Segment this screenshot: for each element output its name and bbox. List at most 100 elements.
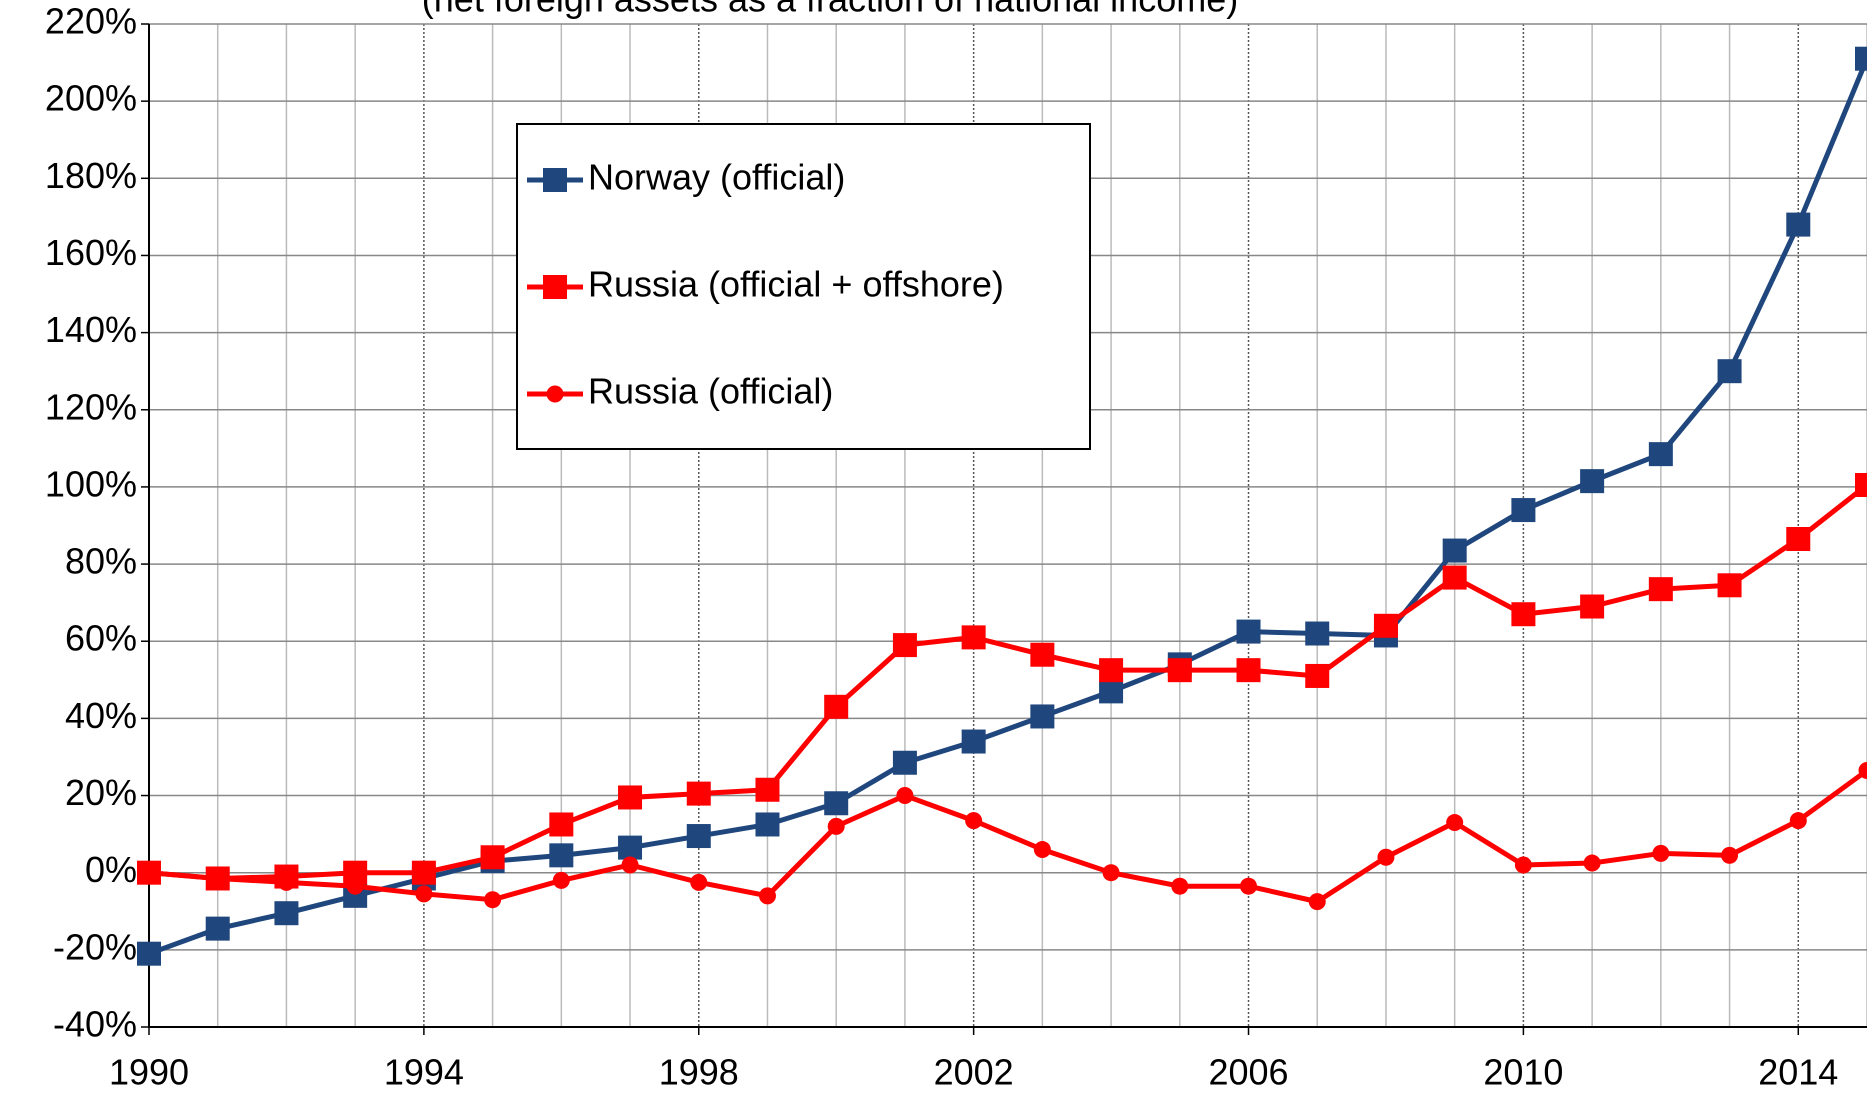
marker: [480, 845, 505, 870]
x-tick-label: 1994: [384, 1052, 464, 1093]
y-tick-label: 20%: [65, 772, 137, 813]
x-tick-label: 2014: [1758, 1052, 1838, 1093]
marker: [277, 873, 295, 891]
marker: [205, 916, 230, 941]
x-tick-label: 2006: [1208, 1052, 1288, 1093]
marker: [690, 873, 708, 891]
marker: [1652, 844, 1670, 862]
series-line: [148, 483, 1867, 881]
marker: [543, 168, 567, 192]
y-tick-label: 40%: [65, 695, 137, 736]
legend-label: Russia (official + offshore): [588, 264, 1004, 305]
marker: [415, 885, 433, 903]
marker: [411, 860, 436, 885]
marker: [1167, 658, 1192, 683]
marker: [961, 729, 986, 754]
marker: [824, 791, 849, 816]
marker: [1236, 658, 1261, 683]
x-tick-label: 2010: [1483, 1052, 1563, 1093]
marker: [1855, 46, 1867, 71]
marker: [1099, 679, 1124, 704]
y-tick-label: -20%: [53, 926, 137, 967]
marker: [1308, 893, 1326, 911]
marker: [892, 750, 917, 775]
x-tick-label: 2002: [934, 1052, 1014, 1093]
marker: [1446, 814, 1464, 832]
marker: [1583, 854, 1601, 872]
marker: [892, 633, 917, 658]
marker: [140, 864, 158, 882]
marker: [1171, 877, 1189, 895]
legend-label: Norway (official): [588, 157, 845, 198]
marker: [1442, 565, 1467, 590]
marker: [618, 835, 643, 860]
marker: [1102, 864, 1120, 882]
marker: [1858, 761, 1867, 779]
marker: [1648, 577, 1673, 602]
y-tick-label: 120%: [45, 386, 137, 427]
marker: [1030, 704, 1055, 729]
marker: [552, 871, 570, 889]
marker: [137, 941, 161, 966]
marker: [1721, 846, 1739, 864]
x-tick-label: 1998: [659, 1052, 739, 1093]
marker: [896, 787, 914, 805]
marker: [1648, 442, 1673, 467]
marker: [546, 385, 564, 403]
marker: [755, 777, 780, 802]
y-tick-label: 60%: [65, 618, 137, 659]
marker: [1514, 856, 1532, 874]
y-tick-label: 180%: [45, 155, 137, 196]
marker: [543, 275, 567, 299]
y-tick-label: -40%: [53, 1004, 137, 1045]
marker: [965, 812, 983, 830]
marker: [755, 812, 780, 837]
marker: [961, 625, 986, 650]
marker: [1305, 621, 1330, 646]
marker: [1789, 812, 1807, 830]
marker: [1099, 658, 1124, 683]
plot: [137, 46, 1867, 966]
marker: [1033, 841, 1051, 859]
y-tick-label: 100%: [45, 463, 137, 504]
marker: [1373, 613, 1398, 638]
marker: [621, 856, 639, 874]
marker: [1305, 663, 1330, 688]
marker: [1240, 877, 1258, 895]
marker: [484, 891, 502, 909]
marker: [618, 785, 643, 810]
marker: [209, 869, 227, 887]
y-tick-label: 160%: [45, 232, 137, 273]
series-line: [148, 768, 1867, 905]
marker: [1442, 538, 1467, 563]
marker: [1511, 498, 1536, 523]
legend-label: Russia (official): [588, 371, 833, 412]
legend-box: [516, 123, 1091, 450]
chart-subtitle: (net foreign assets as a fraction of nat…: [422, 0, 1238, 20]
marker: [1580, 469, 1605, 494]
marker: [1786, 527, 1811, 552]
marker: [827, 817, 845, 835]
marker: [686, 824, 711, 849]
marker: [549, 812, 574, 837]
marker: [1030, 642, 1055, 667]
marker: [549, 843, 574, 868]
marker: [1786, 212, 1811, 237]
marker: [1377, 848, 1395, 866]
marker: [1236, 619, 1261, 644]
marker: [274, 901, 299, 926]
y-tick-label: 200%: [45, 78, 137, 119]
marker: [1580, 594, 1605, 619]
marker: [1511, 602, 1536, 627]
y-tick-label: 80%: [65, 541, 137, 582]
y-tick-label: 220%: [45, 1, 137, 42]
marker: [824, 694, 849, 719]
marker: [1855, 472, 1867, 497]
y-tick-label: 0%: [85, 849, 137, 890]
marker: [1717, 573, 1742, 598]
marker: [346, 877, 364, 895]
marker: [686, 781, 711, 806]
marker: [758, 887, 776, 905]
marker: [1717, 359, 1742, 384]
